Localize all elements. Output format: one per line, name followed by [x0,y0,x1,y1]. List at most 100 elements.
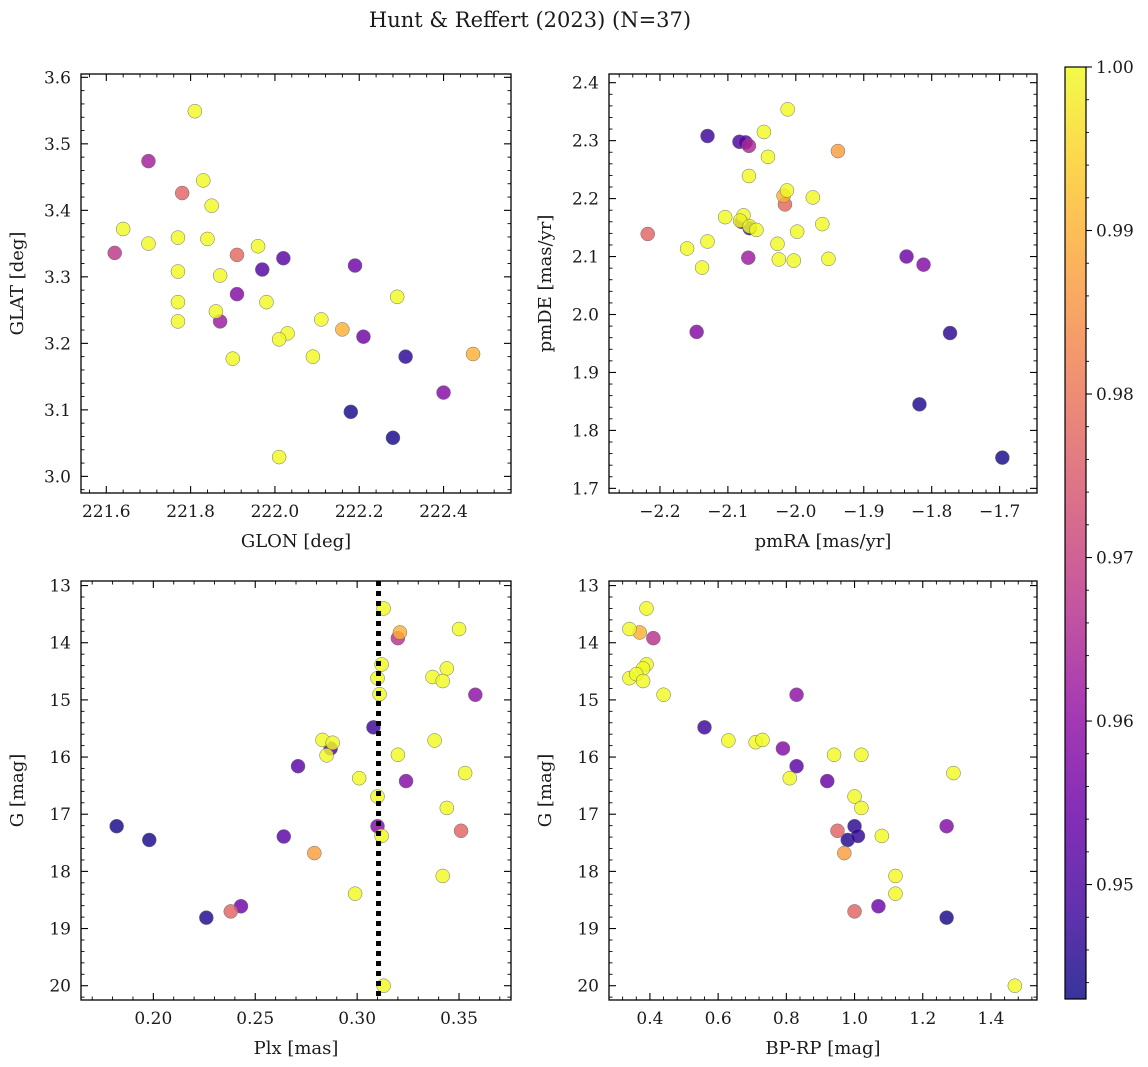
y-tick-label: 2.1 [572,248,599,268]
scatter-point [826,747,842,763]
scatter-point [435,868,450,884]
scatter-point [888,868,903,884]
scatter-point [351,770,367,786]
y-tick-label: 1.7 [572,479,599,499]
y-tick-label: 2.0 [572,306,599,326]
scatter-point [640,226,655,242]
scatter-point [468,687,483,703]
scatter-point [107,245,122,261]
scatter-point [170,264,186,279]
scatter-point [786,253,802,268]
y-tick-label: 18 [577,862,599,882]
scatter-point [451,621,467,637]
x-tick-label: 0.4 [636,1009,663,1029]
scatter-point [141,153,156,169]
y-tick-label: 20 [49,977,71,997]
scatter-point [916,257,931,272]
scatter-point [697,720,712,735]
x-tick-label: 222.4 [419,502,468,522]
scatter-point [141,236,156,251]
scatter-point [741,168,757,184]
scatter-point [780,102,795,117]
scatter-point [874,828,890,844]
y-axis-label: G [mag] [7,754,28,827]
y-tick-label: 3.6 [44,68,71,88]
x-tick-label: 0.8 [773,1009,800,1029]
scatter-point [229,286,245,302]
scatter-point [679,241,695,256]
axes-frame [608,580,1038,1001]
x-tick-label: 0.30 [338,1009,376,1029]
y-tick-label: 19 [577,920,599,940]
scatter-point [392,625,408,640]
scatter-point [775,741,791,756]
x-tick-label: 0.25 [236,1009,274,1029]
scatter-point [465,346,481,362]
scatter-point [805,190,821,205]
scatter-point [689,324,704,340]
scatter-point [170,314,186,329]
x-tick-label: −1.7 [979,502,1020,522]
scatter-point [389,289,405,305]
scatter-point [847,904,862,919]
x-tick-label: 0.6 [705,1009,732,1029]
scatter-point [779,183,795,198]
scatter-point [700,234,715,249]
colorbar-gradient [1064,66,1087,1000]
scatter-point [199,910,214,925]
scatter-point [871,899,886,914]
scatter-point [815,216,830,232]
scatter-point [850,828,866,844]
scatter-point [196,173,211,188]
scatter-point [170,294,186,310]
scatter-point [223,904,239,919]
colorbar-tick-label: 0.97 [1096,549,1134,569]
scatter-point [899,249,914,264]
figure-title: Hunt & Reffert (2023) (N=37) [369,8,691,32]
x-tick-label: 222.0 [251,502,300,522]
x-tick-label: 0.35 [440,1009,478,1029]
scatter-point [229,247,245,263]
scatter-point [830,143,846,159]
colorbar-tick-label: 0.95 [1096,876,1134,896]
scatter-point [821,251,836,267]
axes-frame [80,73,512,494]
scatter-point [830,823,845,839]
scatter-point [995,450,1010,465]
scatter-point [390,747,406,763]
scatter-point [854,800,869,816]
scatter-point [225,351,241,366]
y-tick-label: 2.2 [572,190,599,210]
scatter-point [255,262,270,277]
scatter-point [208,304,224,319]
y-tick-label: 16 [49,748,71,768]
panel-pm: −2.2 −2.1 −2.0 −1.9 −1.8 −1.7 1.7 1.8 1.9 2.0 2.1 2… [535,73,1038,552]
colorbar: 0.95 0.96 0.97 0.98 0.99 1.00 [1064,58,1134,1000]
scatter-point [760,149,776,165]
y-axis-label: G [mag] [535,754,556,827]
scatter-point [276,250,291,266]
axes-frame [608,73,1038,494]
scatter-point [250,239,266,254]
scatter-point [436,385,451,400]
scatter-point [837,845,852,861]
x-axis-label: pmRA [mas/yr] [755,531,892,552]
scatter-point [385,430,401,446]
y-tick-label: 13 [49,577,71,597]
y-tick-label: 3.2 [44,334,71,354]
y-tick-label: 13 [577,577,599,597]
scatter-point [694,260,710,275]
x-tick-label: −2.2 [639,502,680,522]
scatter-point [109,818,124,834]
y-tick-label: 15 [49,691,71,711]
scatter-point [820,773,835,789]
scatter-point [741,250,756,265]
scatter-point [717,209,733,225]
y-tick-label: 1.8 [572,421,599,441]
scatter-point [457,765,473,781]
scatter-point [942,325,958,341]
scatter-point [259,294,274,310]
x-axis-label: GLON [deg] [241,531,351,552]
panel-glon-glat: 221.6 221.8 222.0 222.2 222.4 3.0 3.1 3.2 3.3 3.4… [7,68,512,552]
